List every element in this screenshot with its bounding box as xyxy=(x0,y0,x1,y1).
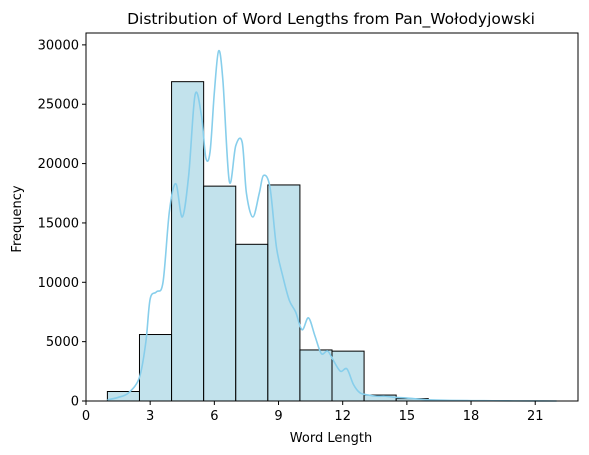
y-axis: 0 5000 10000 15000 20000 25000 30000 xyxy=(38,38,86,410)
chart-title: Distribution of Word Lengths from Pan_Wo… xyxy=(127,10,535,29)
x-axis-title: Word Length xyxy=(290,431,372,446)
y-tick-label: 0 xyxy=(71,395,79,410)
histogram-bar-6 xyxy=(299,349,333,402)
bars-layer xyxy=(106,81,429,402)
y-tick-label: 5000 xyxy=(46,335,79,350)
histogram-bar-2 xyxy=(171,81,205,402)
y-tick-label: 20000 xyxy=(38,157,79,172)
y-tick-label: 15000 xyxy=(38,216,79,231)
histogram-bar-3 xyxy=(203,185,237,402)
x-tick-label: 18 xyxy=(463,409,480,424)
histogram-bar-1 xyxy=(138,334,173,402)
x-tick-label: 6 xyxy=(210,409,218,424)
x-tick-label: 21 xyxy=(527,409,544,424)
x-tick-label: 3 xyxy=(146,409,154,424)
x-tick-label: 0 xyxy=(82,409,90,424)
y-tick-label: 25000 xyxy=(38,98,79,113)
plot-frame xyxy=(85,32,579,402)
x-axis: 0 3 6 9 12 15 18 21 xyxy=(82,401,544,424)
y-axis-title: Frequency xyxy=(10,185,25,252)
histogram-bar-7 xyxy=(331,350,365,402)
x-tick-label: 15 xyxy=(399,409,416,424)
kde-curve xyxy=(107,49,557,402)
y-tick-label: 30000 xyxy=(38,38,79,53)
y-tick-label: 10000 xyxy=(38,276,79,291)
x-tick-label: 12 xyxy=(334,409,351,424)
histogram-bar-4 xyxy=(235,243,269,402)
x-tick-label: 9 xyxy=(274,409,282,424)
